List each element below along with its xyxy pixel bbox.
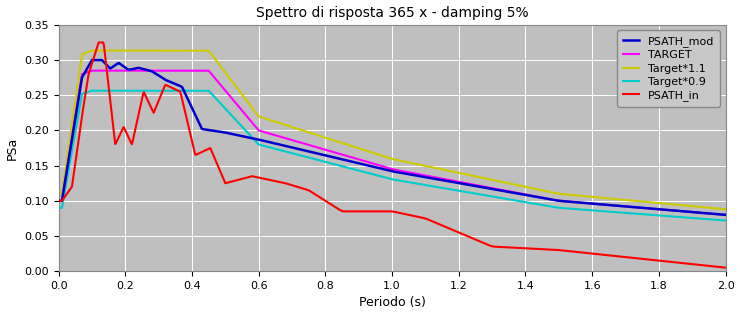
Legend: PSATH_mod, TARGET, Target*1.1, Target*0.9, PSATH_in: PSATH_mod, TARGET, Target*1.1, Target*0.… [617,31,720,107]
X-axis label: Periodo (s): Periodo (s) [359,296,425,309]
Title: Spettro di risposta 365 x - damping 5%: Spettro di risposta 365 x - damping 5% [256,6,528,20]
Y-axis label: PSa: PSa [6,136,18,160]
